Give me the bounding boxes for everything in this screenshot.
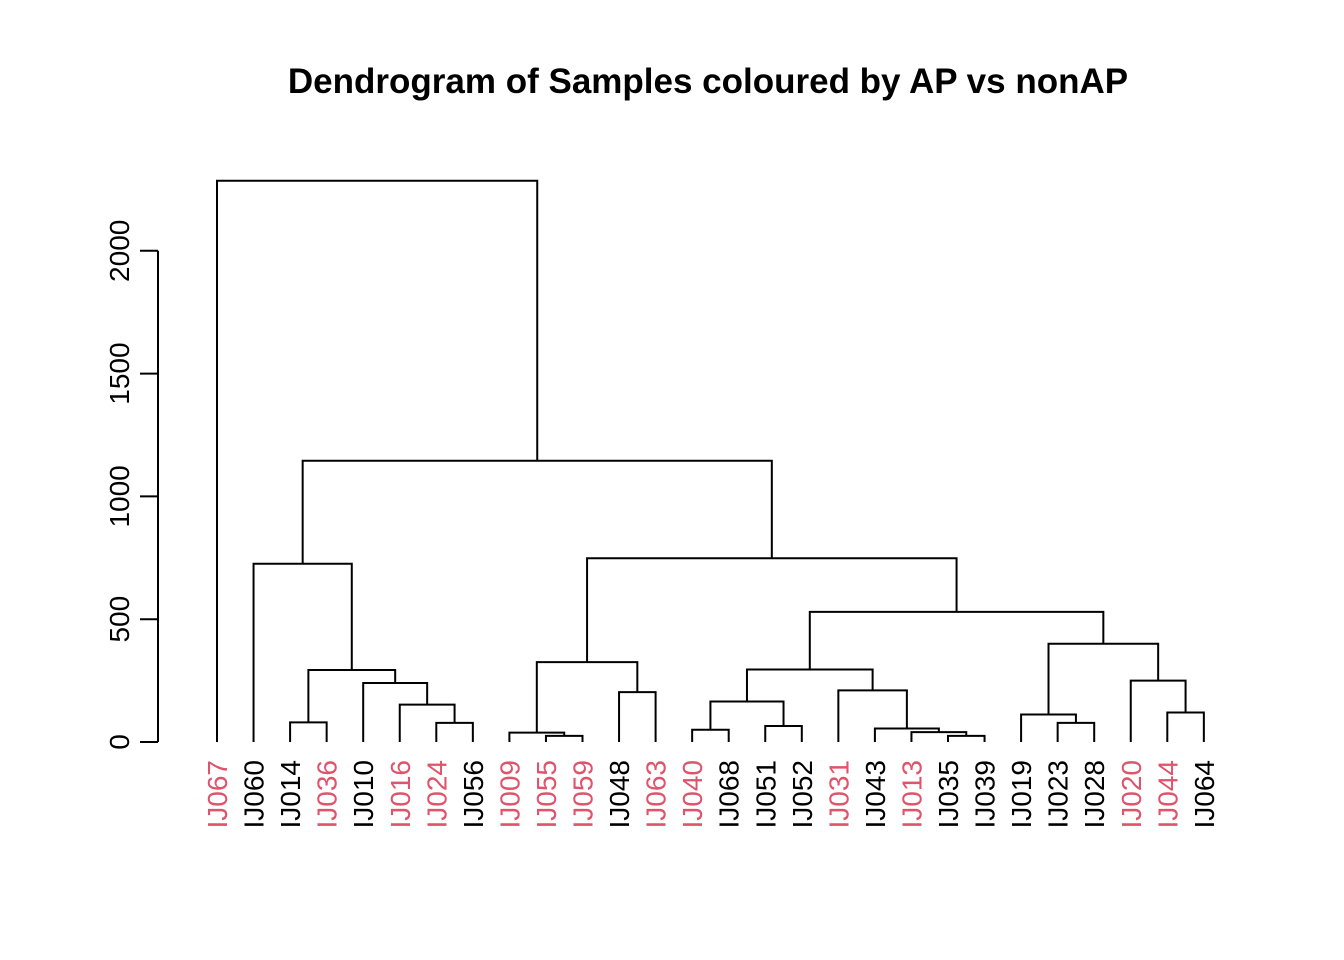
y-tick-label: 1500 (104, 342, 135, 404)
y-tick-label: 500 (104, 596, 135, 643)
leaf-label: IJ040 (677, 760, 708, 829)
leaf-label: IJ068 (714, 760, 745, 829)
dendrogram-branches (216, 179, 1205, 742)
leaf-label: IJ019 (1006, 760, 1037, 829)
leaf-label: IJ044 (1152, 760, 1183, 829)
branch-m11 (691, 728, 730, 742)
branch-m7 (544, 734, 584, 742)
leaf-labels: IJ067 IJ060 IJ014 IJ036 IJ010 IJ016 IJ024 IJ056… (202, 760, 1220, 829)
leaf-label: IJ035 (933, 760, 964, 829)
branch-m23 (1047, 642, 1160, 715)
branch-m2 (435, 721, 474, 742)
leaf-label: IJ060 (239, 760, 270, 829)
leaf-label: IJ056 (458, 760, 489, 829)
branch-m1 (289, 721, 328, 742)
leaf-label: IJ036 (312, 760, 343, 829)
branch-m12 (764, 725, 803, 742)
branch-m21 (1166, 711, 1205, 742)
branch-m5 (307, 669, 397, 723)
branch-m20 (1020, 713, 1077, 742)
leaf-label: IJ051 (750, 760, 781, 829)
leaf-label: IJ013 (896, 760, 927, 829)
branch-m6 (252, 562, 353, 742)
leaf-label: IJ024 (421, 760, 452, 829)
branch-m9 (618, 691, 657, 742)
leaf-label: IJ010 (348, 760, 379, 829)
leaf-label: IJ023 (1043, 760, 1074, 829)
chart-title: Dendrogram of Samples coloured by AP vs … (288, 62, 1128, 101)
branch-m3 (398, 703, 456, 742)
leaf-label: IJ014 (275, 760, 306, 829)
branch-m4 (362, 682, 429, 742)
leaf-label: IJ009 (494, 760, 525, 829)
y-tick-label: 2000 (104, 220, 135, 282)
branch-m18 (745, 668, 874, 702)
branch-m22 (1129, 679, 1187, 742)
leaf-label: IJ063 (641, 760, 672, 829)
leaf-label: IJ039 (970, 760, 1001, 829)
y-tick-label: 1000 (104, 465, 135, 527)
leaf-label: IJ031 (823, 760, 854, 829)
branch-m27 (216, 179, 539, 742)
leaf-label: IJ020 (1116, 760, 1147, 829)
branch-m19 (1056, 721, 1096, 742)
leaf-label: IJ052 (787, 760, 818, 829)
branch-m26 (301, 459, 773, 564)
branch-m8 (508, 731, 566, 742)
leaf-label: IJ064 (1189, 760, 1220, 829)
leaf-label: IJ016 (385, 760, 416, 829)
branch-m14 (947, 734, 986, 742)
branch-m10 (535, 661, 639, 733)
branch-m16 (873, 727, 940, 742)
leaf-label: IJ055 (531, 760, 562, 829)
branch-m24 (808, 610, 1105, 670)
branch-m15 (910, 731, 968, 742)
branch-m17 (837, 689, 908, 742)
leaf-label: IJ043 (860, 760, 891, 829)
leaf-label: IJ067 (202, 760, 233, 829)
branch-m25 (586, 557, 958, 663)
leaf-label: IJ048 (604, 760, 635, 829)
y-tick-label: 0 (104, 734, 135, 750)
y-axis: 0 500 1000 1500 2000 (104, 220, 159, 750)
leaf-label: IJ059 (568, 760, 599, 829)
leaf-label: IJ028 (1079, 760, 1110, 829)
